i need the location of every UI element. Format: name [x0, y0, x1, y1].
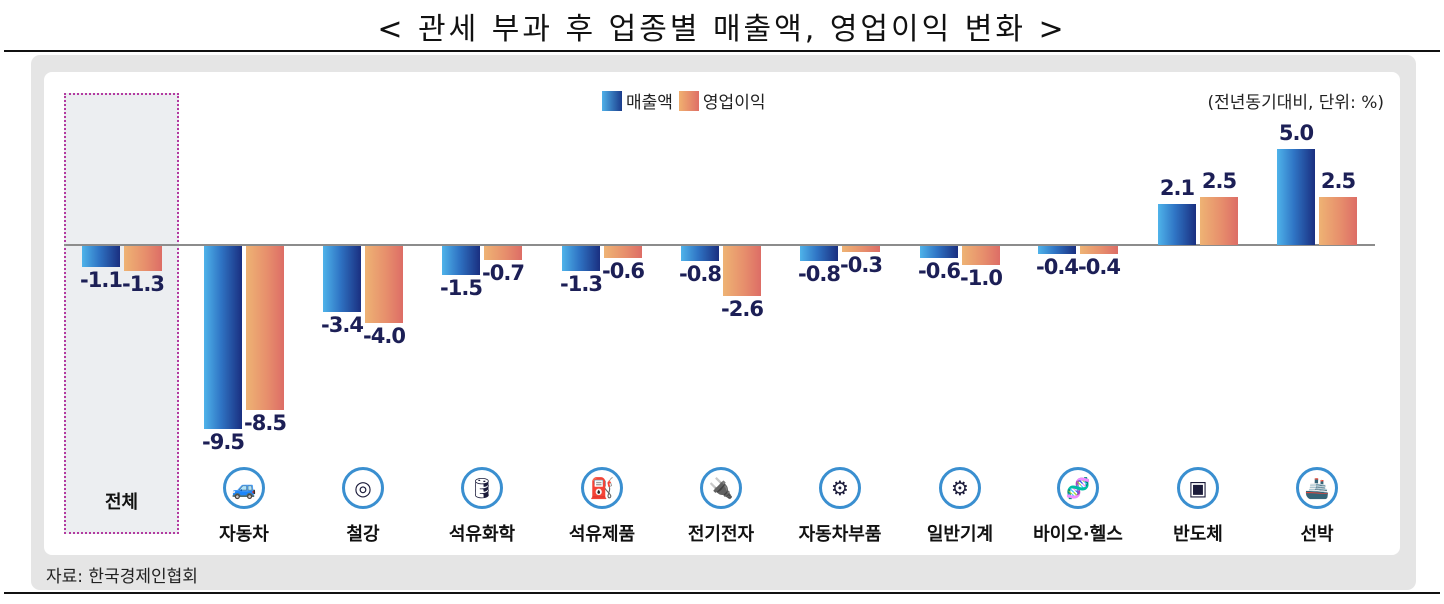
- tire-icon: ⚙: [819, 467, 861, 509]
- legend: 매출액 영업이익: [602, 88, 765, 113]
- bar-profit: [604, 246, 642, 258]
- category-label: 자동차: [219, 524, 269, 545]
- bar-sales: [204, 246, 242, 430]
- category-label: 철강: [346, 524, 380, 545]
- value-label-sales: -0.8: [798, 262, 841, 287]
- bar-profit: [1319, 196, 1357, 245]
- bar-sales: [82, 246, 120, 268]
- category-label: 전기전자: [687, 524, 755, 545]
- value-label-sales: 5.0: [1278, 120, 1314, 145]
- value-label-profit: -0.6: [602, 258, 645, 283]
- bar-profit: [1200, 196, 1238, 245]
- bar-profit: [723, 246, 761, 297]
- category-label-total: 전체: [104, 492, 139, 513]
- value-label-sales: -0.4: [1036, 254, 1079, 279]
- value-label-profit: -2.6: [721, 297, 764, 322]
- zero-axis-line: [64, 244, 1375, 246]
- car-icon: 🚙: [223, 467, 265, 509]
- chart-title: < 관세 부과 후 업종별 매출액, 영업이익 변화 >: [377, 12, 1067, 47]
- bar-profit: [124, 246, 162, 272]
- category-label: 일반기계: [926, 524, 994, 545]
- value-label-profit: -1.3: [122, 272, 165, 297]
- bar-profit: [365, 246, 403, 324]
- legend-swatch-sales: [602, 90, 622, 111]
- bar-sales: [920, 246, 958, 258]
- bottom-rule: [4, 592, 1440, 594]
- bar-sales: [681, 246, 719, 262]
- gears-icon: ⚙: [939, 467, 981, 509]
- chip-icon: ▣: [1177, 467, 1219, 509]
- bar-profit: [842, 246, 880, 252]
- value-label-sales: -3.4: [321, 312, 364, 337]
- bar-profit: [484, 246, 522, 260]
- top-rule: [4, 50, 1440, 52]
- bar-profit: [1080, 246, 1118, 254]
- bar-sales: [1158, 204, 1196, 245]
- value-label-profit: -0.4: [1078, 254, 1121, 279]
- legend-label-sales: 매출액: [626, 93, 673, 113]
- value-label-profit: 2.5: [1201, 168, 1237, 193]
- value-label-sales: -1.1: [80, 268, 123, 293]
- bar-sales: [800, 246, 838, 262]
- dna-icon: 🧬: [1057, 467, 1099, 509]
- oil-can-icon: ⛽: [581, 467, 623, 509]
- category-label: 선박: [1300, 524, 1334, 545]
- value-label-profit: 2.5: [1320, 168, 1356, 193]
- source-note: 자료: 한국경제인협회: [46, 567, 198, 587]
- value-label-sales: -1.3: [560, 272, 603, 297]
- value-label-profit: -0.3: [840, 252, 883, 277]
- legend-label-profit: 영업이익: [702, 93, 766, 113]
- plug-icon: 🔌: [700, 467, 742, 509]
- steel-coil-icon: ◎: [342, 467, 384, 509]
- bar-sales: [1277, 148, 1315, 245]
- value-label-profit: -8.5: [244, 411, 287, 436]
- value-label-profit: -1.0: [960, 266, 1003, 291]
- category-label: 바이오·헬스: [1033, 524, 1123, 545]
- bar-profit: [246, 246, 284, 411]
- bar-sales: [1038, 246, 1076, 254]
- value-label-sales: 2.1: [1159, 176, 1195, 201]
- category-label: 반도체: [1173, 524, 1223, 545]
- tank-car-icon: 🛢: [461, 467, 503, 509]
- legend-swatch-profit: [678, 90, 699, 111]
- category-label: 석유제품: [568, 524, 636, 545]
- value-label-sales: -0.6: [918, 258, 961, 283]
- bar-sales: [442, 246, 480, 275]
- value-label-sales: -9.5: [202, 430, 245, 455]
- value-label-profit: -0.7: [482, 260, 525, 285]
- bar-sales: [323, 246, 361, 312]
- bar-profit: [962, 246, 1000, 266]
- bar-sales: [562, 246, 600, 272]
- category-label: 자동차부품: [798, 524, 882, 545]
- value-label-profit: -4.0: [363, 324, 406, 349]
- total-highlight-box: [64, 93, 179, 534]
- value-label-sales: -0.8: [679, 262, 722, 287]
- category-label: 석유화학: [448, 524, 516, 545]
- value-label-sales: -1.5: [440, 275, 483, 300]
- ship-icon: 🚢: [1296, 467, 1338, 509]
- unit-note: (전년동기대비, 단위: %): [1207, 93, 1384, 113]
